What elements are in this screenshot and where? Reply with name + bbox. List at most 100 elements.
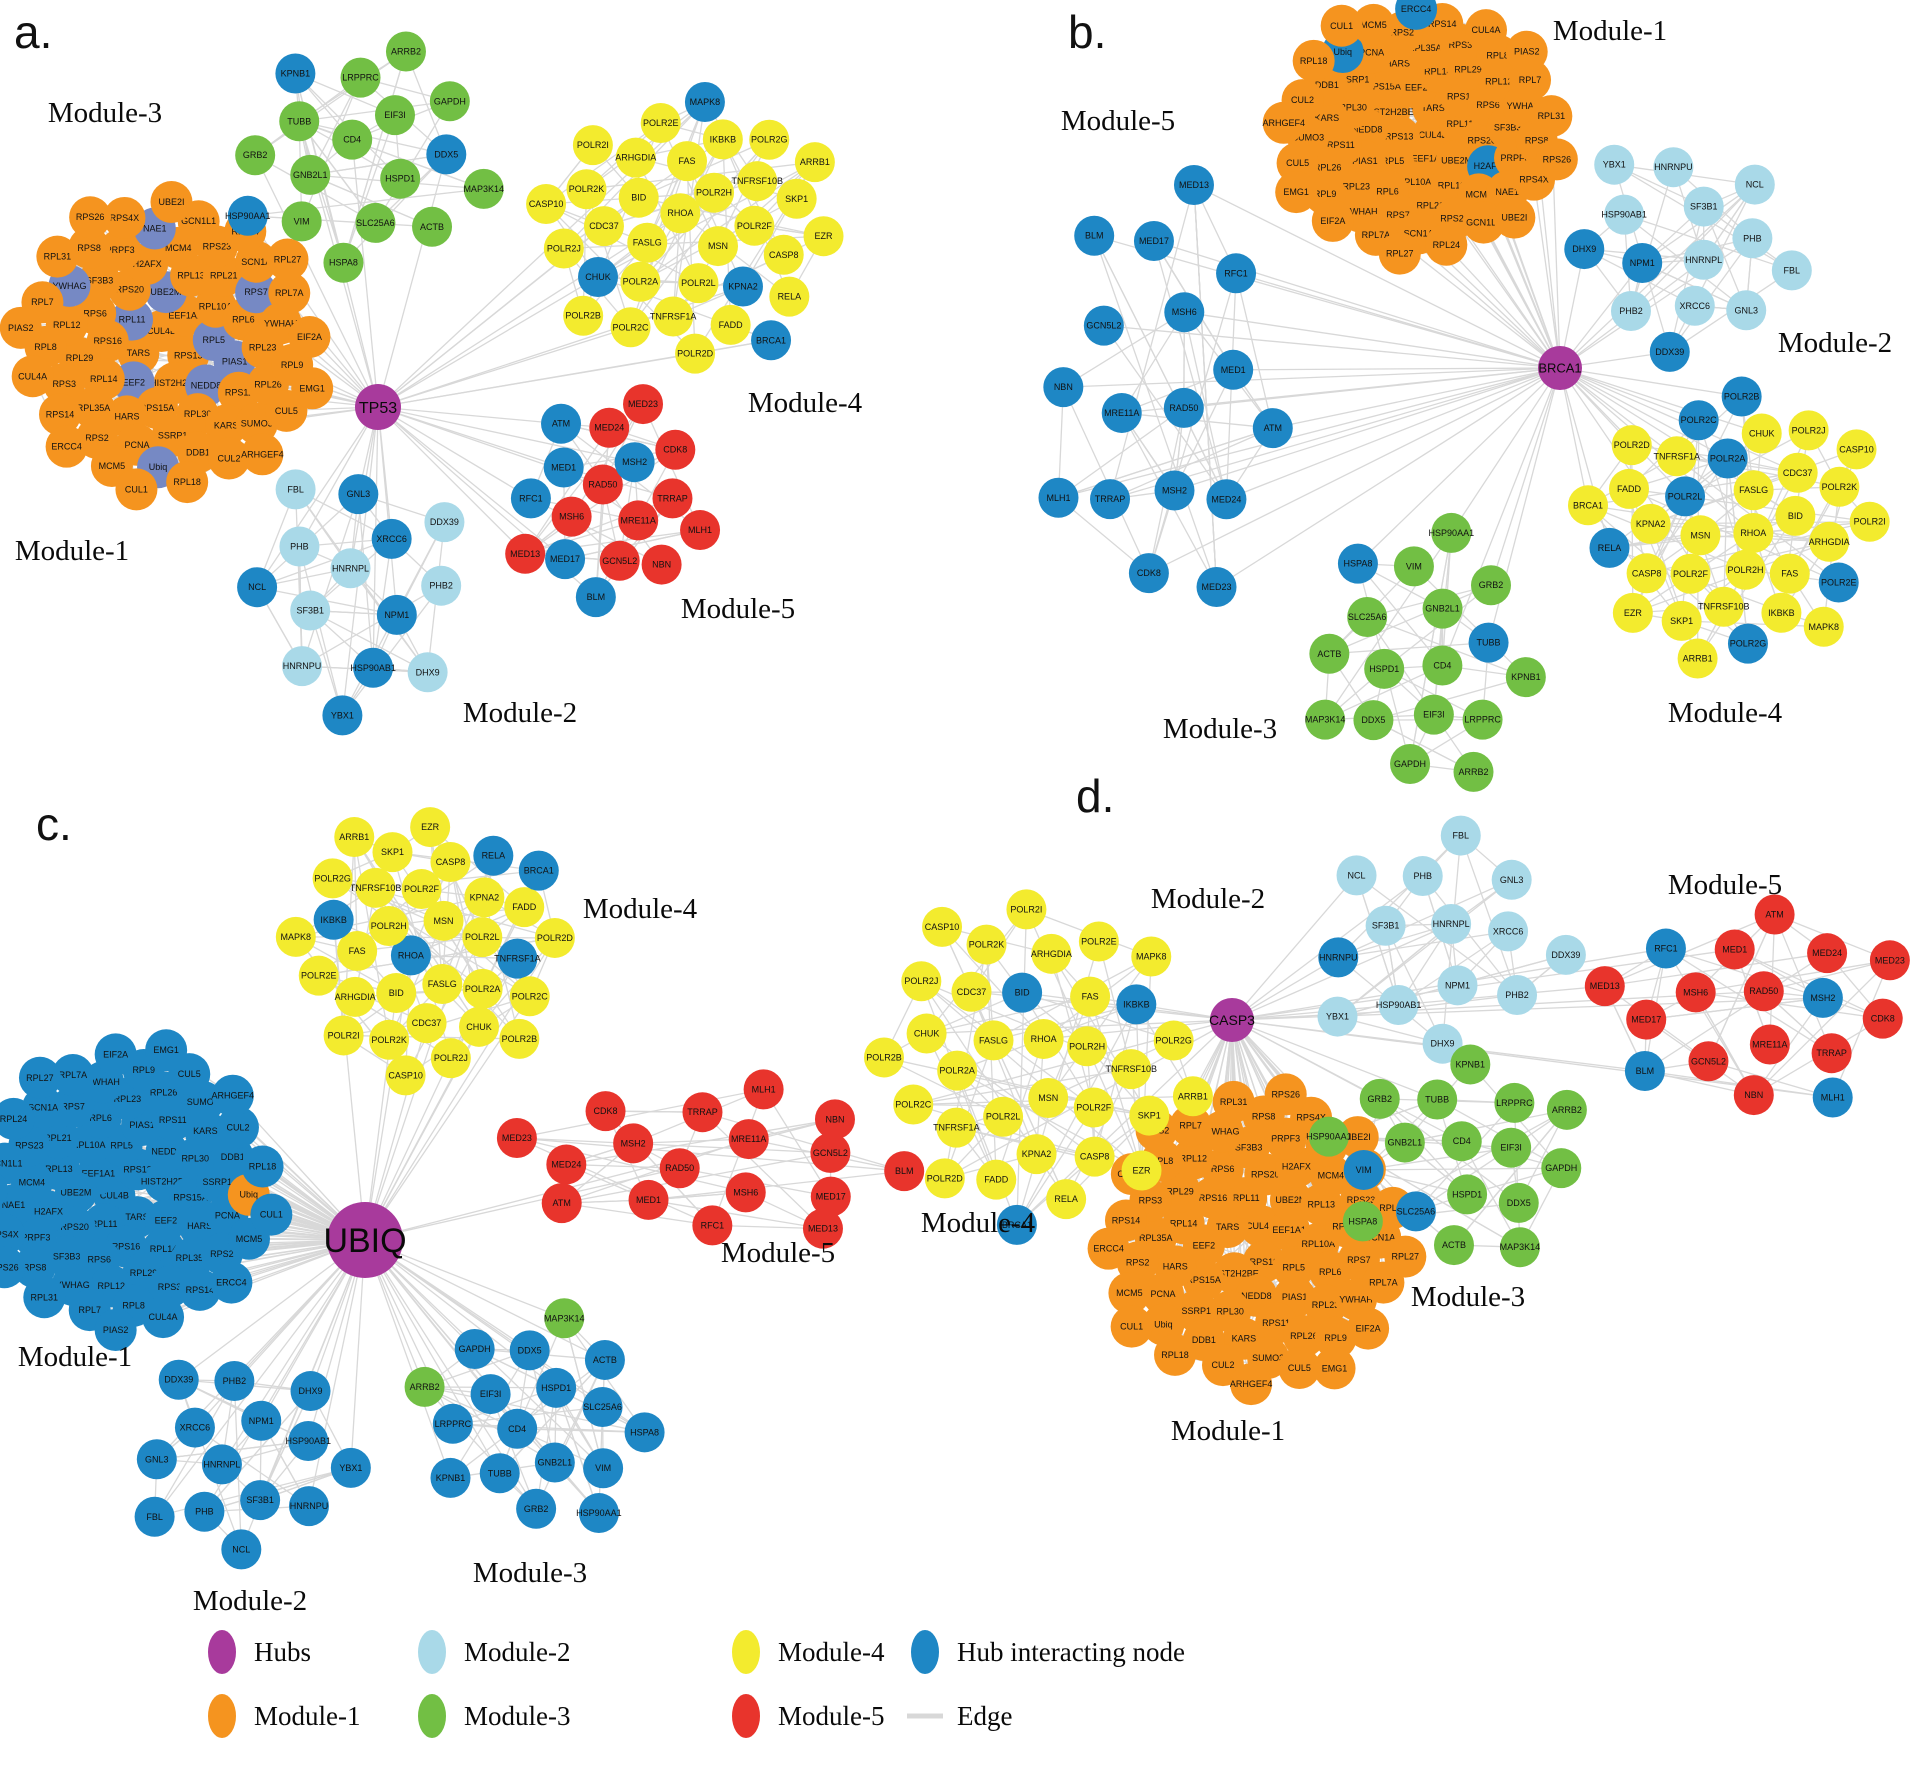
node-RPL18[interactable]: RPL18 (1154, 1333, 1197, 1376)
node-RPL27[interactable]: RPL27 (1378, 232, 1421, 275)
node-POLR2G[interactable]: POLR2G (749, 119, 790, 160)
node-POLR2H[interactable]: POLR2H (1725, 549, 1766, 590)
node-GRB2[interactable]: GRB2 (1470, 565, 1511, 606)
node-CASP10[interactable]: CASP10 (526, 184, 567, 225)
hub-UBIQ[interactable]: UBIQ (323, 1202, 407, 1278)
node-POLR2B[interactable]: POLR2B (499, 1018, 540, 1059)
node-CASP10[interactable]: CASP10 (922, 906, 963, 947)
node-FADD[interactable]: FADD (504, 887, 545, 928)
node-KPNA2[interactable]: KPNA2 (722, 266, 763, 307)
node-ATM[interactable]: ATM (541, 403, 582, 444)
node-MSH6[interactable]: MSH6 (1675, 972, 1716, 1013)
node-ATM[interactable]: ATM (1252, 408, 1293, 449)
node-MRE11A[interactable]: MRE11A (1749, 1024, 1790, 1065)
node-VIM[interactable]: VIM (1343, 1149, 1384, 1190)
node-YBX1[interactable]: YBX1 (322, 695, 363, 736)
node-MED23[interactable]: MED23 (623, 384, 664, 425)
node-EIF2A[interactable]: EIF2A (1347, 1307, 1390, 1350)
node-PHB[interactable]: PHB (1732, 218, 1773, 259)
node-YBX1[interactable]: YBX1 (1317, 996, 1358, 1037)
node-DHX9[interactable]: DHX9 (290, 1371, 331, 1412)
node-GCN5L2[interactable]: GCN5L2 (1688, 1041, 1729, 1082)
node-EIF3I[interactable]: EIF3I (374, 95, 415, 136)
node-HSPD1[interactable]: HSPD1 (1364, 648, 1405, 689)
node-HNRNPU[interactable]: HNRNPU (1653, 147, 1694, 188)
node-FASLG[interactable]: FASLG (1733, 470, 1774, 511)
node-MED24[interactable]: MED24 (1807, 933, 1848, 974)
node-HNRNPL[interactable]: HNRNPL (330, 548, 371, 589)
node-HNRNPL[interactable]: HNRNPL (1431, 904, 1472, 945)
node-HSPD1[interactable]: HSPD1 (1447, 1174, 1488, 1215)
node-MAPK8[interactable]: MAPK8 (1131, 936, 1172, 977)
node-SKP1[interactable]: SKP1 (1129, 1095, 1170, 1136)
node-RPL31[interactable]: RPL31 (1530, 95, 1573, 138)
node-EMG1[interactable]: EMG1 (1313, 1347, 1356, 1390)
node-IKBKB[interactable]: IKBKB (1116, 984, 1157, 1025)
node-POLR2L[interactable]: POLR2L (462, 917, 503, 958)
node-POLR2G[interactable]: POLR2G (312, 858, 353, 899)
node-NCL[interactable]: NCL (237, 567, 278, 608)
node-CASP10[interactable]: CASP10 (385, 1055, 426, 1096)
node-MED17[interactable]: MED17 (545, 539, 586, 580)
node-SLC25A6[interactable]: SLC25A6 (1395, 1191, 1436, 1232)
node-MAP3K14[interactable]: MAP3K14 (1500, 1227, 1541, 1268)
node-POLR2K[interactable]: POLR2K (369, 1019, 410, 1060)
node-EIF2A[interactable]: EIF2A (94, 1033, 137, 1076)
node-PIAS2[interactable]: PIAS2 (0, 306, 42, 349)
node-MAPK8[interactable]: MAPK8 (1803, 606, 1844, 647)
node-POLR2G[interactable]: POLR2G (1153, 1020, 1194, 1061)
node-TUBB[interactable]: TUBB (1468, 622, 1509, 663)
node-EMG1[interactable]: EMG1 (291, 367, 334, 410)
node-GCN5L2[interactable]: GCN5L2 (810, 1132, 851, 1173)
node-MAPK8[interactable]: MAPK8 (684, 82, 725, 123)
node-XRCC6[interactable]: XRCC6 (1674, 285, 1715, 326)
node-SF3B1[interactable]: SF3B1 (290, 590, 331, 631)
node-HSPD1[interactable]: HSPD1 (380, 158, 421, 199)
node-MSN[interactable]: MSN (1680, 515, 1721, 556)
node-PHB2[interactable]: PHB2 (1497, 974, 1538, 1015)
node-CUL1[interactable]: CUL1 (250, 1193, 293, 1236)
node-ARRB2[interactable]: ARRB2 (1453, 751, 1494, 792)
node-RPL18[interactable]: RPL18 (1292, 39, 1335, 82)
node-POLR2H[interactable]: POLR2H (1067, 1026, 1108, 1067)
node-HSPA8[interactable]: HSPA8 (624, 1412, 665, 1453)
node-CDK8[interactable]: CDK8 (655, 429, 696, 470)
node-POLR2D[interactable]: POLR2D (534, 917, 575, 958)
node-RPL27[interactable]: RPL27 (1384, 1235, 1427, 1278)
node-MED17[interactable]: MED17 (1133, 220, 1174, 261)
node-POLR2H[interactable]: POLR2H (694, 172, 735, 213)
node-TRRAP[interactable]: TRRAP (682, 1092, 723, 1133)
node-MED13[interactable]: MED13 (505, 533, 546, 574)
node-HSPA8[interactable]: HSPA8 (1342, 1201, 1383, 1242)
node-SKP1[interactable]: SKP1 (1661, 600, 1702, 641)
node-EZR[interactable]: EZR (803, 216, 844, 257)
node-MED1[interactable]: MED1 (1213, 349, 1254, 390)
node-DDX5[interactable]: DDX5 (426, 134, 467, 175)
node-EIF3I[interactable]: EIF3I (470, 1374, 511, 1415)
node-GNL3[interactable]: GNL3 (1726, 290, 1767, 331)
node-HSPA8[interactable]: HSPA8 (323, 242, 364, 283)
node-FBL[interactable]: FBL (1440, 815, 1481, 856)
node-SLC25A6[interactable]: SLC25A6 (355, 202, 396, 243)
node-POLR2L[interactable]: POLR2L (678, 263, 719, 304)
node-DHX9[interactable]: DHX9 (407, 652, 448, 693)
node-MRE11A[interactable]: MRE11A (728, 1119, 769, 1160)
node-EIF3I[interactable]: EIF3I (1413, 694, 1454, 735)
node-ARRB2[interactable]: ARRB2 (404, 1366, 445, 1407)
node-NBN[interactable]: NBN (641, 544, 682, 585)
node-SKP1[interactable]: SKP1 (372, 832, 413, 873)
node-POLR2I[interactable]: POLR2I (1006, 889, 1047, 930)
node-DDX5[interactable]: DDX5 (1353, 700, 1394, 741)
node-SLC25A6[interactable]: SLC25A6 (1347, 597, 1388, 638)
node-GRB2[interactable]: GRB2 (1359, 1078, 1400, 1119)
node-ARRB1[interactable]: ARRB1 (794, 142, 835, 183)
node-TNFRSF1A[interactable]: TNFRSF1A (650, 296, 697, 337)
node-FASLG[interactable]: FASLG (973, 1020, 1014, 1061)
node-XRCC6[interactable]: XRCC6 (1488, 911, 1529, 952)
node-DDX39[interactable]: DDX39 (158, 1359, 199, 1400)
node-MED1[interactable]: MED1 (1714, 929, 1755, 970)
node-POLR2K[interactable]: POLR2K (566, 169, 607, 210)
node-BID[interactable]: BID (376, 972, 417, 1013)
node-MSH6[interactable]: MSH6 (725, 1172, 766, 1213)
node-POLR2K[interactable]: POLR2K (1819, 466, 1860, 507)
